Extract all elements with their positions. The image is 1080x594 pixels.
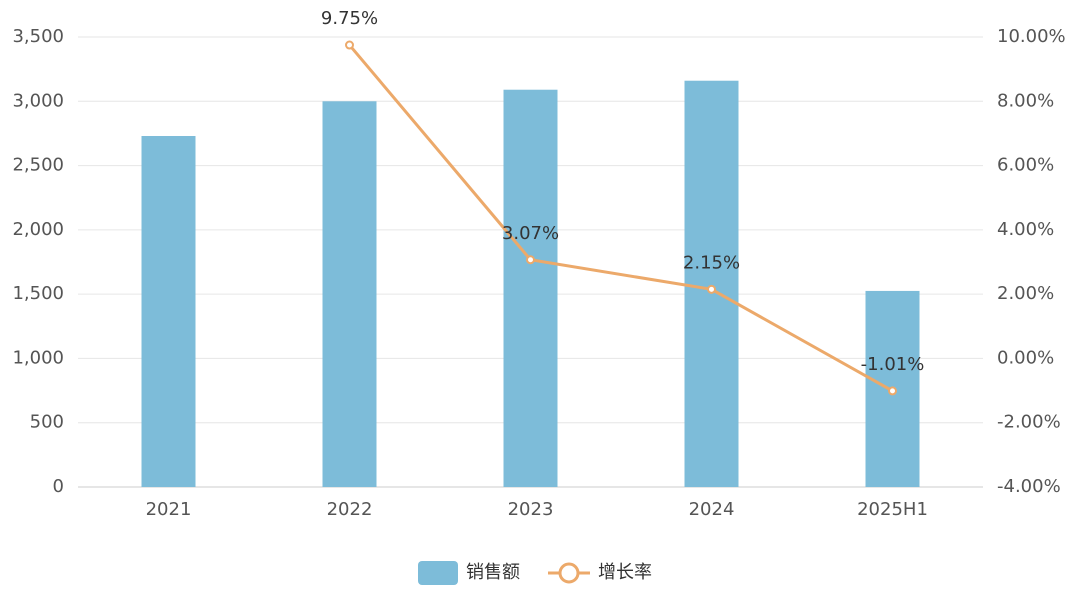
y2-tick-label: 4.00% bbox=[997, 219, 1054, 240]
point bbox=[888, 386, 897, 396]
y-tick-label: 2,000 bbox=[12, 219, 64, 240]
y2-tick-label: 2.00% bbox=[997, 283, 1054, 304]
y-tick-label: 500 bbox=[30, 412, 64, 433]
x-tick-label: 2024 bbox=[689, 499, 735, 520]
data-label: 2.15% bbox=[683, 252, 740, 273]
x-tick-label: 2025H1 bbox=[857, 499, 928, 520]
y2-tick-label: -4.00% bbox=[997, 476, 1061, 497]
y-tick-label: 3,000 bbox=[12, 90, 64, 111]
bar bbox=[141, 136, 196, 487]
bar bbox=[503, 89, 558, 487]
point bbox=[345, 40, 354, 50]
line bbox=[348, 44, 894, 393]
y-tick-label: 1,500 bbox=[12, 283, 64, 304]
bar bbox=[322, 101, 377, 488]
point bbox=[707, 284, 716, 294]
x-tick-label: 2022 bbox=[327, 499, 373, 520]
bar bbox=[684, 80, 739, 487]
data-label: -1.01% bbox=[861, 354, 925, 375]
legend-swatch bbox=[418, 561, 458, 585]
y-tick-label: 2,500 bbox=[12, 155, 64, 176]
legend-label: 销售额 bbox=[466, 562, 520, 583]
point bbox=[526, 255, 535, 265]
y-tick-label: 3,500 bbox=[12, 26, 64, 47]
legend-label: 增长率 bbox=[598, 562, 652, 583]
y-tick-label: 0 bbox=[53, 476, 64, 497]
y-tick-label: 1,000 bbox=[12, 347, 64, 368]
legend-swatch bbox=[558, 562, 580, 584]
data-label: 9.75% bbox=[321, 8, 378, 29]
y2-tick-label: 10.00% bbox=[997, 26, 1066, 47]
y2-tick-label: 0.00% bbox=[997, 347, 1054, 368]
y2-tick-label: 6.00% bbox=[997, 155, 1054, 176]
x-tick-label: 2023 bbox=[508, 499, 554, 520]
y2-tick-label: 8.00% bbox=[997, 90, 1054, 111]
y2-tick-label: -2.00% bbox=[997, 412, 1061, 433]
data-label: 3.07% bbox=[502, 223, 559, 244]
x-tick-label: 2021 bbox=[146, 499, 192, 520]
